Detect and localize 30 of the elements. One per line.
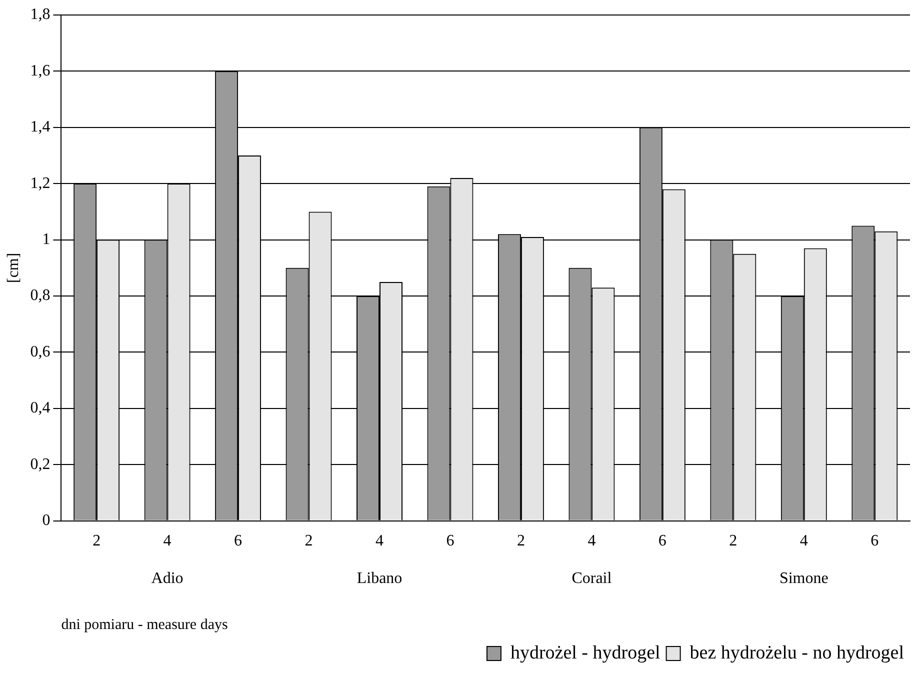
x-tick-label: 6: [234, 532, 242, 550]
text: Libano: [356, 570, 402, 588]
legend-label: bez hydrożelu - no hydrogel: [690, 642, 904, 664]
y-tick-label: 1,2: [30, 174, 50, 192]
y-axis-title: [cm]: [4, 252, 22, 283]
text: Adio: [151, 570, 184, 588]
y-tick-label: 0,4: [30, 400, 50, 417]
x-tick-label: 4: [588, 532, 596, 550]
y-tick-label: 1,8: [30, 6, 50, 24]
y-tick-label: 0,2: [30, 456, 50, 473]
legend-label: hydrożel - hydrogel: [510, 642, 660, 664]
x-tick-label: 6: [658, 532, 666, 550]
x-tick-label: 2: [304, 532, 313, 550]
x-tick-label: 6: [870, 532, 879, 550]
y-tick-label: 0,6: [30, 343, 50, 360]
y-tick-label: 0,8: [30, 287, 50, 304]
x-tick-label: 4: [376, 532, 384, 550]
x-tick-label: 2: [516, 532, 525, 550]
text: Corail: [572, 570, 612, 588]
y-tick-label: 1,4: [30, 118, 50, 136]
x-tick-label: 2: [729, 532, 738, 550]
x-tick-label: 6: [446, 532, 454, 550]
y-tick-label: 1,6: [30, 62, 50, 80]
x-tick-label: 4: [800, 532, 808, 550]
x-axis-title: dni pomiaru - measure days: [61, 616, 228, 633]
text: Simone: [779, 570, 828, 588]
x-tick-label: 4: [163, 532, 172, 550]
y-tick-label: 1: [42, 231, 50, 248]
y-tick-label: 0: [42, 512, 50, 530]
x-tick-label: 2: [92, 532, 101, 550]
